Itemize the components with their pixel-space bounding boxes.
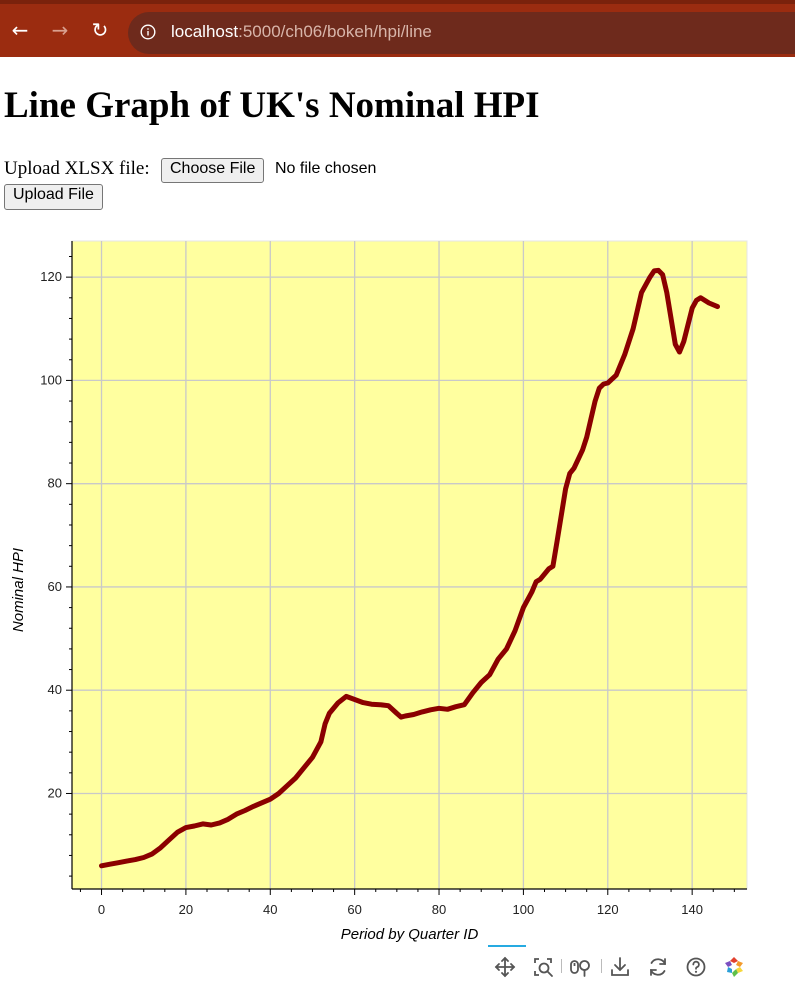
choose-file-button[interactable]: Choose File — [161, 158, 265, 183]
save-icon[interactable] — [608, 955, 632, 979]
x-tick-label: 100 — [513, 902, 535, 917]
y-tick-label: 80 — [48, 476, 62, 491]
arrow-right-icon[interactable]: → — [51, 18, 69, 42]
toolbar-separator — [601, 959, 602, 973]
help-icon[interactable] — [684, 955, 708, 979]
active-tool-indicator — [488, 945, 526, 947]
x-tick-label: 40 — [263, 902, 277, 917]
y-tick-label: 120 — [40, 269, 62, 284]
x-tick-label: 140 — [681, 902, 703, 917]
reload-icon[interactable]: ↻ — [91, 18, 109, 42]
y-tick-label: 60 — [48, 579, 62, 594]
address-bar[interactable]: localhost:5000/ch06/bokeh/hpi/line — [128, 12, 795, 54]
toolbar-separator — [561, 959, 562, 973]
file-status-text: No file chosen — [275, 160, 377, 177]
arrow-left-icon[interactable]: ← — [11, 18, 29, 42]
upload-label: Upload XLSX file: — [4, 158, 150, 179]
wheel-zoom-icon[interactable] — [569, 955, 593, 979]
y-tick-label: 20 — [48, 785, 62, 800]
browser-toolbar: ← → ↻ localhost:5000/ch06/bokeh/hpi/line — [0, 0, 795, 57]
url-host: localhost — [171, 22, 239, 41]
y-tick-label: 100 — [40, 372, 62, 387]
x-tick-label: 120 — [597, 902, 619, 917]
chart-toolbar — [488, 945, 753, 985]
x-tick-label: 0 — [98, 902, 105, 917]
x-tick-label: 20 — [179, 902, 193, 917]
x-tick-label: 80 — [432, 902, 446, 917]
box-zoom-icon[interactable] — [531, 955, 555, 979]
page-title: Line Graph of UK's Nominal HPI — [4, 85, 540, 126]
url-text[interactable]: localhost:5000/ch06/bokeh/hpi/line — [171, 22, 432, 42]
series-line — [99, 267, 720, 869]
reset-icon[interactable] — [646, 955, 670, 979]
y-axis-title: Nominal HPI — [10, 548, 27, 632]
y-tick-label: 40 — [48, 682, 62, 697]
x-axis-title: Period by Quarter ID — [341, 926, 479, 943]
grid-lines — [72, 241, 747, 889]
plot-background — [71, 240, 748, 890]
info-icon[interactable] — [140, 24, 156, 40]
upload-file-button[interactable]: Upload File — [4, 184, 103, 210]
url-path: :5000/ch06/bokeh/hpi/line — [238, 22, 432, 41]
hpi-line-chart[interactable]: 0 20 40 60 80 100 120 140 20 40 60 80 100 120 Period … — [0, 225, 795, 945]
pan-icon[interactable] — [493, 955, 517, 979]
bokeh-logo-icon[interactable] — [722, 955, 746, 979]
axes: 0 20 40 60 80 100 120 140 20 40 60 80 100 120 — [40, 241, 747, 917]
x-tick-label: 60 — [347, 902, 361, 917]
